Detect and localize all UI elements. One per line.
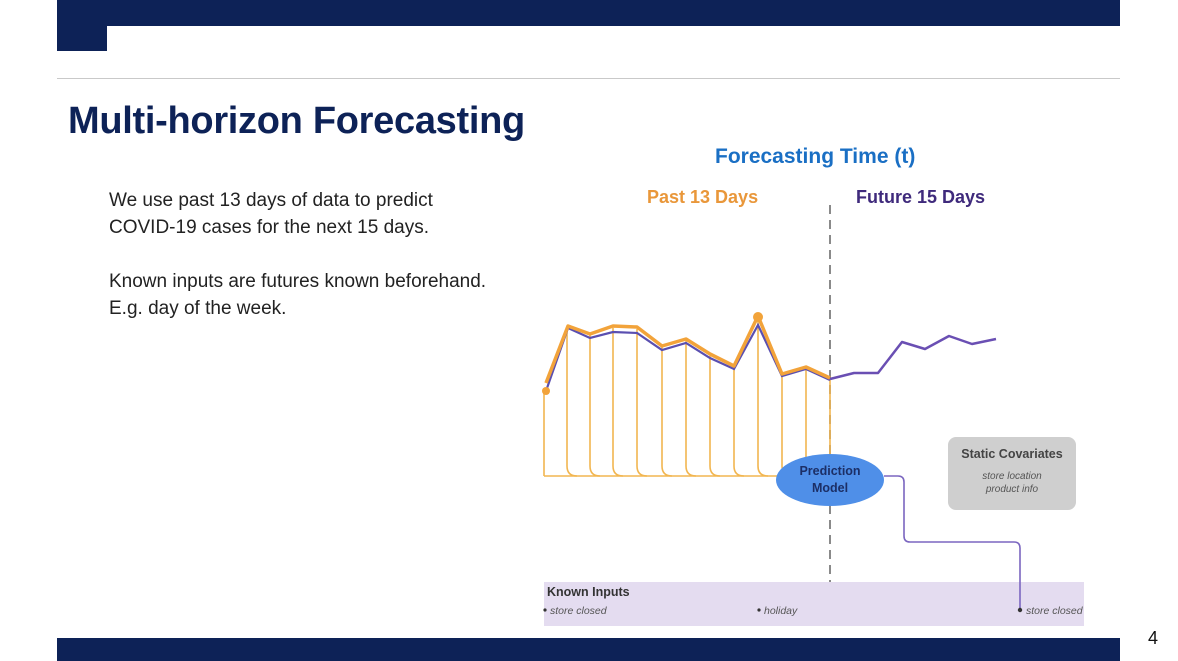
known-item-store-closed-2: store closed	[1026, 605, 1084, 617]
peak-point	[753, 312, 763, 322]
static-covariates-box	[948, 437, 1076, 510]
top-banner-tab	[57, 26, 107, 51]
static-item-location: store location	[982, 471, 1042, 482]
future-forecast-line	[829, 334, 997, 381]
future-days-label: Future 15 Days	[856, 187, 986, 207]
past-days-label: Past 13 Days	[647, 187, 759, 207]
static-covariates-title: Static Covariates	[961, 447, 1062, 461]
known-inputs-title: Known Inputs	[547, 585, 630, 599]
past-target-line	[544, 322, 831, 392]
past-observed-line	[544, 314, 831, 384]
header-divider	[57, 78, 1120, 79]
page-number: 4	[1148, 628, 1159, 648]
known-dot-3	[1017, 607, 1023, 613]
known-dot-1	[543, 608, 547, 612]
known-input-connector	[884, 475, 1021, 610]
paragraph-past-days: We use past 13 days of data to predict C…	[109, 190, 433, 238]
prediction-model-label-2: Model	[812, 481, 848, 495]
bottom-banner	[57, 638, 1120, 661]
slide-title: Multi-horizon Forecasting	[68, 100, 525, 142]
paragraph-known-inputs: Known inputs are futures known beforehan…	[109, 271, 487, 319]
forecasting-time-heading: Forecasting Time (t)	[715, 145, 916, 168]
static-item-product: product info	[985, 484, 1039, 495]
prediction-model-node	[776, 454, 884, 506]
known-dot-2	[757, 608, 761, 612]
known-inputs-band	[544, 582, 1084, 626]
start-point	[542, 387, 550, 395]
top-banner	[57, 0, 1120, 26]
known-item-store-closed-1: store closed	[550, 605, 608, 617]
prediction-model-label-1: Prediction	[799, 464, 860, 478]
known-item-holiday: holiday	[764, 605, 798, 617]
past-input-connectors	[543, 318, 831, 477]
